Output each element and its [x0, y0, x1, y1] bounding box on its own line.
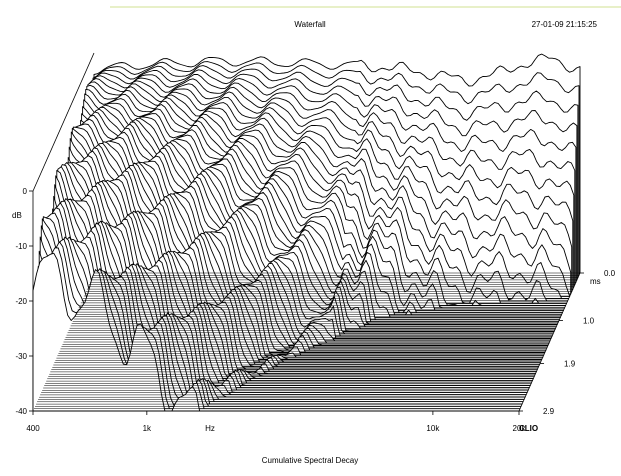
axis-ticks: 0 -10 -20 -30 -40 400 1k 10k 20k 0.0 1.0 1.9 2.9: [15, 187, 615, 433]
y-tick-label: 0: [23, 187, 28, 196]
x-tick-label: 10k: [426, 424, 440, 433]
z-tick-label: 1.9: [564, 359, 576, 368]
x-axis-label: Hz: [205, 424, 215, 433]
depth-edge-top: [32, 52, 95, 192]
brand-label: CLIO: [519, 424, 538, 433]
z-axis-label: ms: [590, 277, 601, 286]
chart-title: Waterfall: [294, 20, 325, 29]
chart-timestamp: 27-01-09 21:15:25: [532, 20, 598, 29]
x-tick-label: 1k: [143, 424, 152, 433]
chart-caption: Cumulative Spectral Decay: [262, 456, 358, 465]
decay-slices: [32, 53, 581, 412]
z-tick-label: 1.0: [583, 317, 595, 326]
z-tick-label: 2.9: [543, 407, 555, 416]
y-tick-label: -20: [15, 297, 27, 306]
z-tick-label: 0.0: [604, 269, 616, 278]
y-axis-label: dB: [12, 211, 22, 220]
y-tick-label: -10: [15, 242, 27, 251]
y-tick-label: -30: [15, 352, 27, 361]
x-tick-label: 20k: [513, 424, 527, 433]
y-tick-label: -40: [15, 407, 27, 416]
x-tick-label: 400: [26, 424, 40, 433]
floor-lines: [33, 272, 580, 412]
